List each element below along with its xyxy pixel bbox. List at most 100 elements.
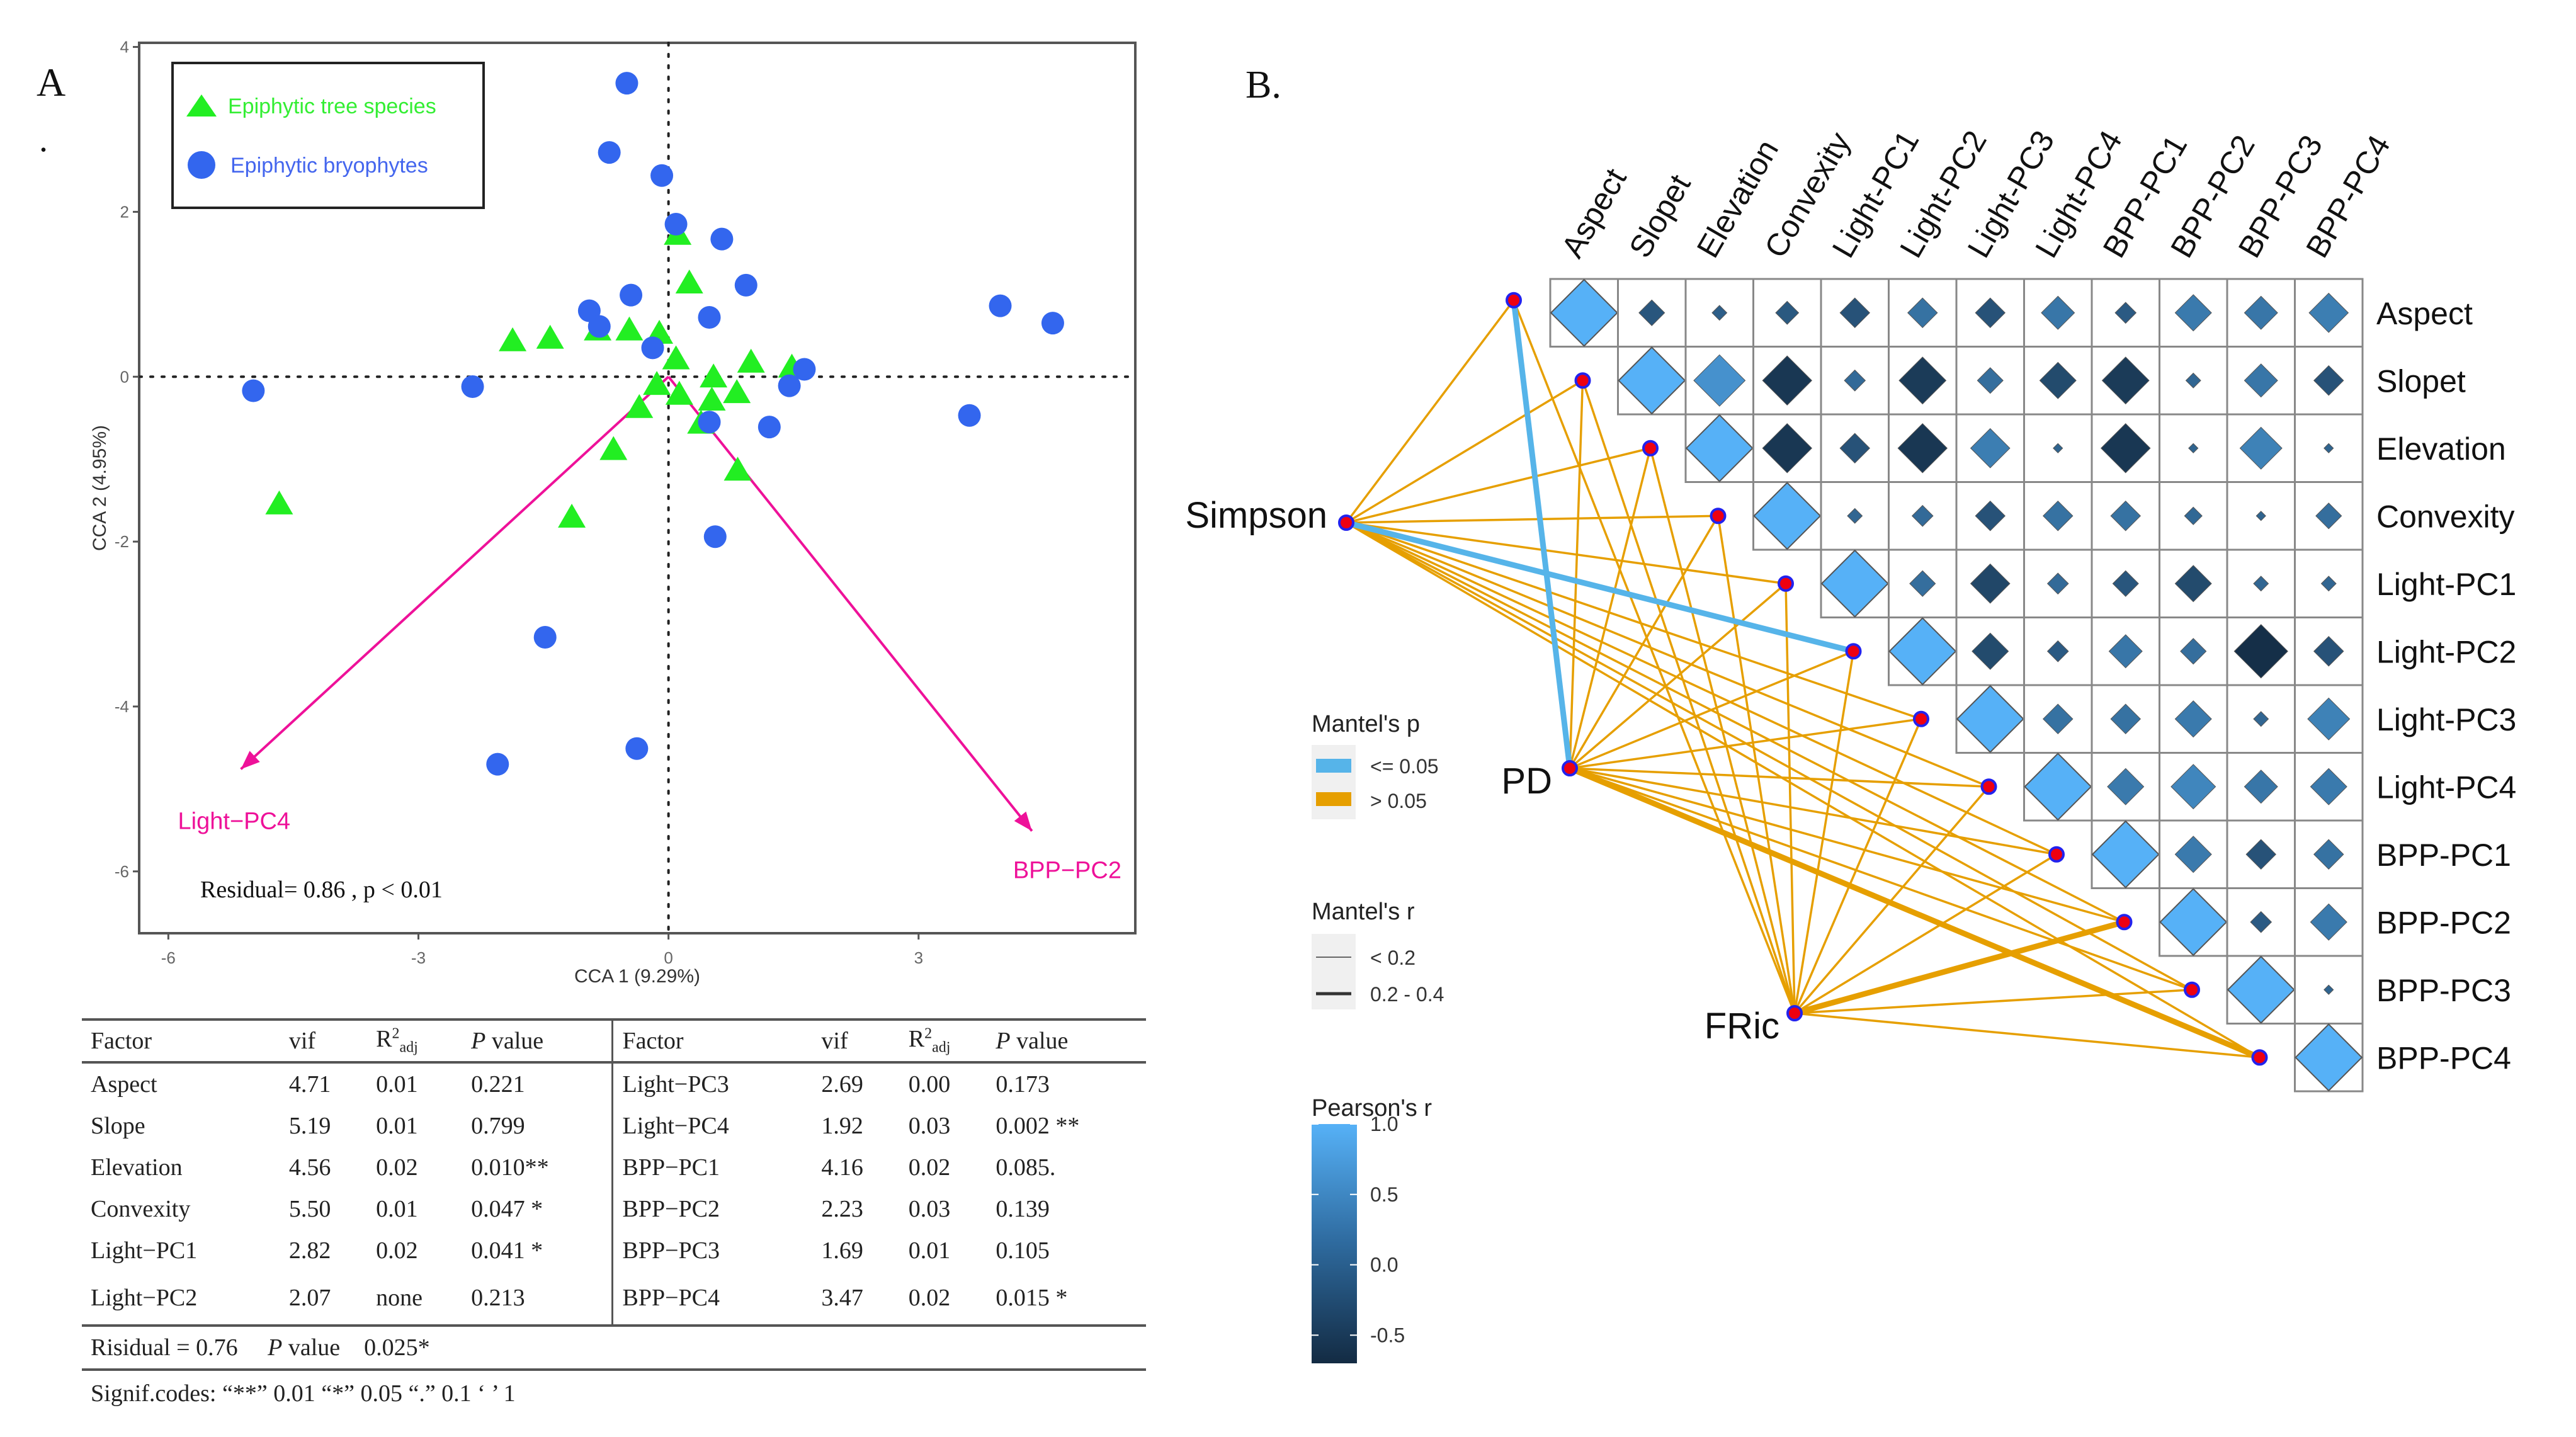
correlation-diamond xyxy=(1970,563,2011,604)
legend-triangle-icon xyxy=(186,94,217,116)
mantel-link xyxy=(1346,521,2193,991)
mantel-link xyxy=(1346,379,1584,524)
correlation-diamond xyxy=(2244,295,2278,330)
bryophyte-point xyxy=(641,336,664,360)
table-row: Convexity 5.50 0.01 0.047 * BPP−PC2 2.23 0.03 0… xyxy=(82,1188,1146,1230)
table-cell: 0.085. xyxy=(996,1154,1056,1181)
table-cell: 0.213 xyxy=(462,1271,613,1327)
correlation-diamond xyxy=(1762,355,1813,406)
variable-node xyxy=(1574,372,1591,389)
correlation-diamond xyxy=(2250,911,2272,933)
row-label: Light-PC4 xyxy=(2376,770,2516,805)
signif-codes: Signif.codes: “**” 0.01 “*” 0.05 “.” 0.1… xyxy=(91,1380,516,1407)
correlation-diamond xyxy=(2159,888,2228,957)
row-label: Light-PC2 xyxy=(2376,634,2516,669)
mantel-link xyxy=(1794,989,2193,1014)
row-label: Elevation xyxy=(2376,431,2506,467)
legend-swatch-significant xyxy=(1316,759,1351,773)
correlation-diamond xyxy=(1977,367,2004,394)
correlation-diamond xyxy=(2184,506,2203,525)
col-factor: Factor xyxy=(82,1018,280,1064)
bryophyte-point xyxy=(698,411,721,434)
col-r2-2: R2adj xyxy=(899,1018,987,1064)
table-cell: 0.221 xyxy=(471,1071,525,1098)
table-cell: 4.71 xyxy=(288,1071,331,1098)
table-cell: 1.92 xyxy=(821,1113,863,1139)
legend-label-significant: <= 0.05 xyxy=(1370,755,1439,778)
correlation-diamond xyxy=(1970,428,2011,469)
correlation-diamond xyxy=(1839,433,1871,464)
mantel-link xyxy=(1346,521,1990,788)
correlation-diamond xyxy=(1820,549,1889,618)
table-row: Elevation 4.56 0.02 0.010** BPP−PC1 4.16 0.02 0… xyxy=(82,1147,1146,1188)
correlation-diamond xyxy=(2046,572,2069,595)
table-cell: 5.50 xyxy=(288,1196,331,1222)
bryophyte-point xyxy=(242,379,265,402)
correlation-diamond xyxy=(2046,640,2069,662)
bryophyte-point xyxy=(793,358,816,381)
table-cell: 0.01 xyxy=(376,1196,418,1222)
variable-node xyxy=(1913,710,1929,727)
y-tick-label: -2 xyxy=(115,532,129,551)
correlation-diamond xyxy=(2170,764,2216,810)
correlation-diamond xyxy=(2245,839,2277,870)
table-cell: 0.02 xyxy=(899,1271,987,1327)
mantel-link xyxy=(1569,767,2057,856)
correlation-diamond xyxy=(2313,839,2344,870)
correlation-diamond xyxy=(1847,508,1863,524)
colorbar-ticks: 1.0 0.5 0.0 -0.5 xyxy=(1312,1113,1405,1346)
table-cell: 0.799 xyxy=(471,1113,525,1139)
correlation-diamond xyxy=(2324,443,2334,453)
table-cell: 0.015 * xyxy=(987,1271,1146,1327)
table-cell: 0.02 xyxy=(376,1154,418,1181)
table-cell: BPP−PC2 xyxy=(611,1188,813,1230)
row-label: Light-PC1 xyxy=(2376,567,2516,602)
bryophyte-point xyxy=(778,374,801,397)
mantel-link xyxy=(1569,767,1989,788)
bryophyte-point xyxy=(958,404,981,427)
mantel-link xyxy=(1512,300,1796,1014)
mantel-link xyxy=(1346,521,2125,923)
row-labels: Aspect Slopet Elevation Convexity Light-PC1 L… xyxy=(2376,296,2516,1076)
bryophyte-point xyxy=(664,213,688,236)
mantel-link xyxy=(1793,919,2125,1016)
source-label: Simpson xyxy=(1185,495,1327,536)
mantel-link xyxy=(1345,299,1515,524)
correlation-diamond xyxy=(2041,295,2075,330)
tree-species-point xyxy=(723,457,752,481)
source-nodes: Simpson PD FRic xyxy=(1185,495,1803,1047)
tree-species-point xyxy=(675,270,703,294)
tree-species-point xyxy=(599,436,628,460)
arrow-label: Light−PC4 xyxy=(178,808,291,834)
reference-lines xyxy=(138,42,1137,934)
column-label: Aspect xyxy=(1555,162,1633,263)
correlation-diamond xyxy=(2114,302,2137,324)
bryophyte-point xyxy=(757,416,781,439)
variable-node xyxy=(2048,846,2065,863)
bryophyte-point xyxy=(615,72,638,95)
correlation-diamond xyxy=(2101,356,2150,405)
x-ticks: -6 -3 0 3 xyxy=(161,933,923,967)
tree-species-point xyxy=(558,503,586,528)
tree-species-point xyxy=(698,386,726,411)
correlation-diamond xyxy=(2239,426,2283,470)
col-pvalue: P value xyxy=(462,1018,613,1064)
table-cell: 2.82 xyxy=(288,1237,331,1264)
tree-species-point xyxy=(700,363,728,388)
mantel-link xyxy=(1649,448,1796,1014)
correlation-diamond xyxy=(1775,300,1800,325)
correlation-diamond xyxy=(2255,511,2266,521)
table-cell: 0.01 xyxy=(376,1071,418,1098)
correlation-diamond xyxy=(2180,638,2207,665)
correlation-diamond xyxy=(2053,443,2063,453)
legend-box xyxy=(171,62,485,209)
correlation-diamond xyxy=(2253,711,2269,727)
correlation-diamond xyxy=(1753,482,1822,550)
variable-node xyxy=(1710,508,1727,525)
legend-label-bryophytes: Epiphytic bryophytes xyxy=(230,154,428,178)
correlation-diamond xyxy=(2174,565,2212,603)
tree-species-point xyxy=(643,371,671,395)
colorbar-tick-label: 0.0 xyxy=(1370,1254,1398,1276)
table-cell: 0.139 xyxy=(996,1196,1050,1222)
correlation-diamond xyxy=(2039,361,2077,399)
